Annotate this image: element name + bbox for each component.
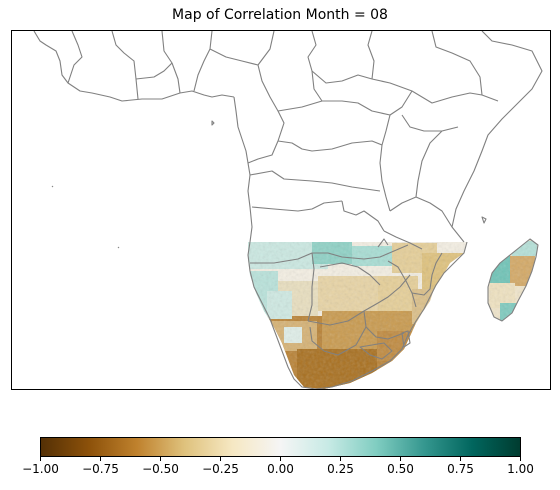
colorbar-tick-label: 0.25 bbox=[327, 462, 354, 476]
colorbar-tick bbox=[220, 457, 221, 461]
colorbar-tick bbox=[340, 457, 341, 461]
colorbar-tick bbox=[280, 457, 281, 461]
colorbar-tick-label: −0.50 bbox=[142, 462, 179, 476]
colorbar-gradient bbox=[41, 438, 520, 456]
colorbar-tick-label: 0.50 bbox=[387, 462, 414, 476]
map-title: Map of Correlation Month = 08 bbox=[172, 7, 388, 23]
africa-map bbox=[33, 31, 543, 389]
correlation-field-south bbox=[248, 242, 467, 389]
colorbar-tick bbox=[40, 457, 41, 461]
colorbar-tick-label: −0.25 bbox=[202, 462, 239, 476]
colorbar-tick-label: 0.00 bbox=[267, 462, 294, 476]
map-panel bbox=[11, 30, 551, 390]
colorbar-tick bbox=[400, 457, 401, 461]
colorbar-tick bbox=[520, 457, 521, 461]
colorbar-tick-label: −1.00 bbox=[22, 462, 59, 476]
colorbar-tick-label: −0.75 bbox=[82, 462, 119, 476]
colorbar-tick bbox=[160, 457, 161, 461]
colorbar-tick-label: 0.75 bbox=[447, 462, 474, 476]
colorbar-tick bbox=[100, 457, 101, 461]
colorbar bbox=[40, 437, 521, 457]
colorbar-tick-label: 1.00 bbox=[507, 462, 534, 476]
colorbar-tick bbox=[460, 457, 461, 461]
country-borders bbox=[33, 31, 543, 389]
